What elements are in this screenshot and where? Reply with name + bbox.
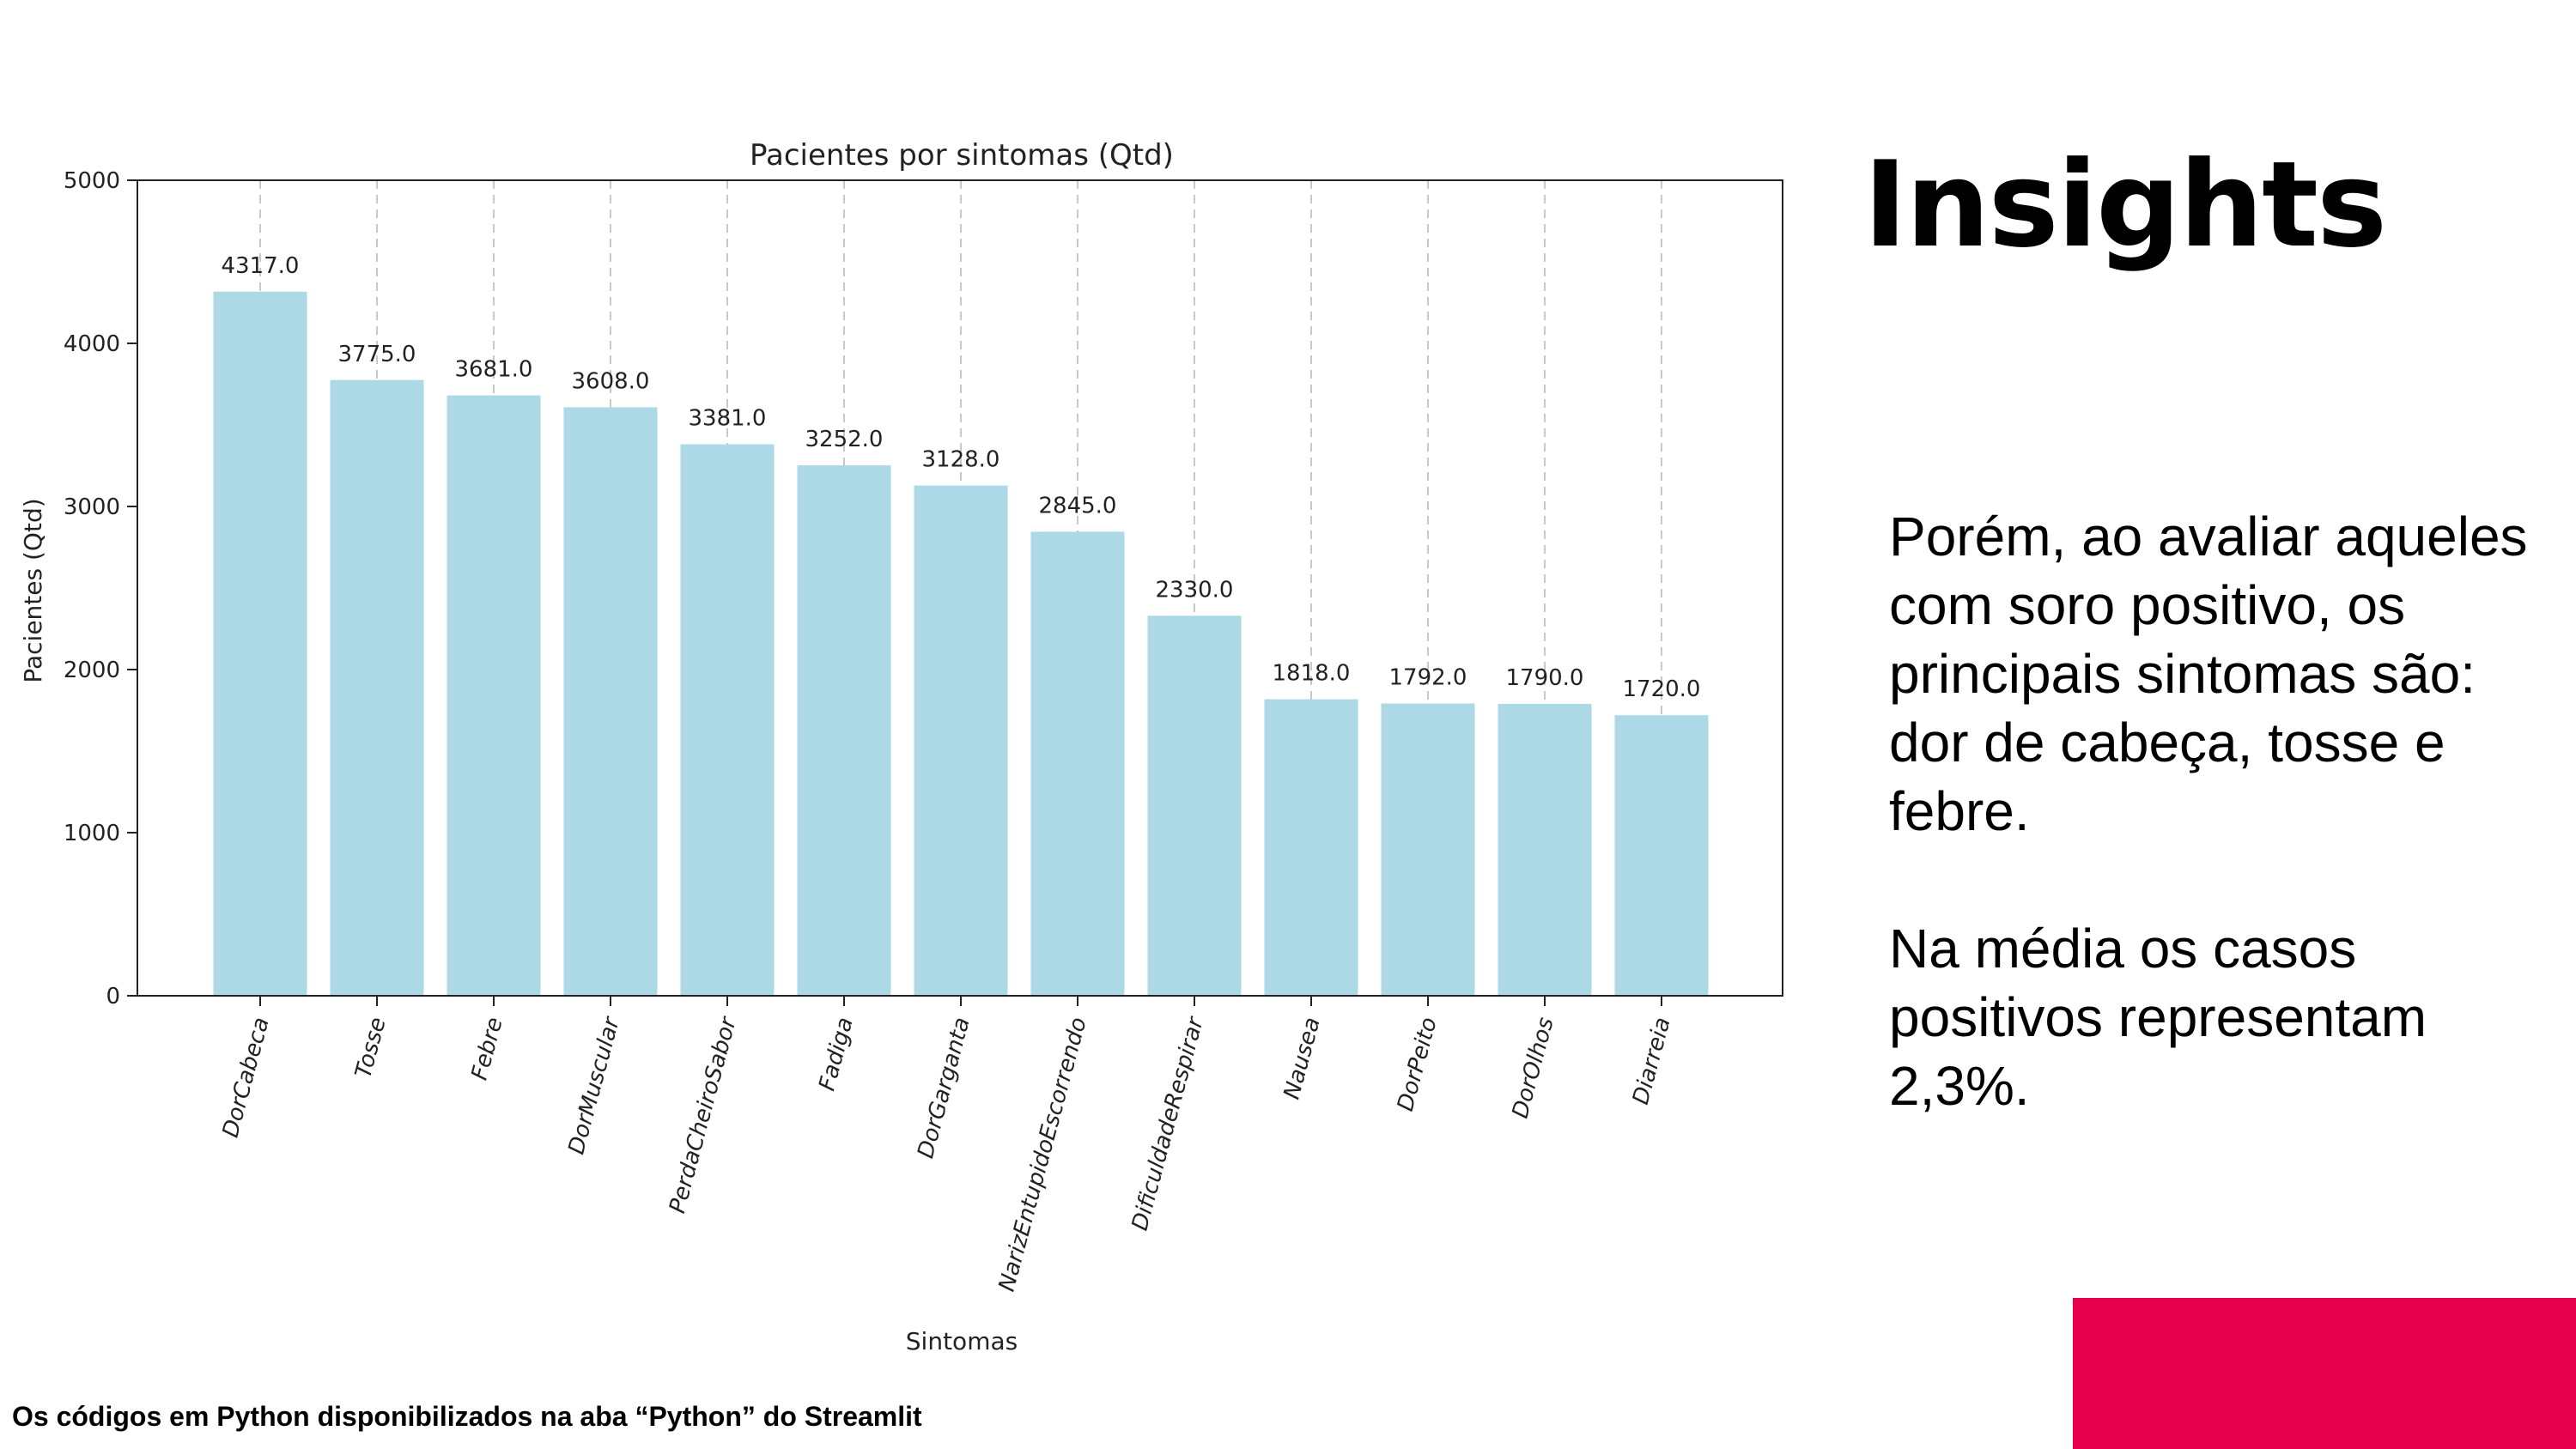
insight-paragraph-symptoms: Porém, ao avaliar aqueles com soro posit… bbox=[1889, 506, 2528, 842]
bar-value-label: 1818.0 bbox=[1273, 661, 1351, 687]
plot-frame bbox=[137, 179, 1783, 997]
bar-value-label: 3608.0 bbox=[572, 368, 650, 394]
bar-Nausea bbox=[1264, 699, 1358, 996]
bar-DorPeito bbox=[1381, 703, 1475, 996]
bar-value-label: 2845.0 bbox=[1039, 493, 1117, 518]
bar-DorOlhos bbox=[1498, 703, 1592, 996]
y-axis-label: Pacientes (Qtd) bbox=[19, 498, 47, 682]
y-tick-label: 2000 bbox=[64, 658, 120, 683]
x-axis-label: Sintomas bbox=[906, 1327, 1018, 1355]
x-tick-label: DorOlhos bbox=[1508, 1015, 1559, 1121]
x-tick-label: NarizEntupidoEscorrendo bbox=[994, 1015, 1092, 1294]
bar-value-label: 3381.0 bbox=[689, 406, 767, 432]
x-tick-label: DorCabeca bbox=[218, 1015, 275, 1140]
x-tick-label: DificuldadeRespirar bbox=[1127, 1013, 1210, 1234]
x-tick-label: DorPeito bbox=[1393, 1015, 1443, 1114]
insights-title: Insights bbox=[1863, 136, 2387, 274]
footer-note: Os códigos em Python disponibilizados na… bbox=[12, 1401, 922, 1432]
bar-PerdaCheiroSabor bbox=[680, 444, 775, 996]
bar-DorMuscular bbox=[563, 407, 658, 997]
y-tick-label: 1000 bbox=[64, 821, 120, 846]
x-tick-label: Tosse bbox=[350, 1015, 392, 1081]
x-tick-label: Febre bbox=[467, 1015, 508, 1082]
y-tick-label: 3000 bbox=[64, 494, 120, 520]
bar-value-label: 1720.0 bbox=[1623, 676, 1701, 702]
insight-paragraph-average: Na média os casos positivos representam … bbox=[1889, 918, 2427, 1117]
accent-block bbox=[2073, 1298, 2576, 1449]
x-tick-label: DorGarganta bbox=[913, 1015, 975, 1161]
bar-Diarreia bbox=[1614, 715, 1709, 996]
x-tick-label: Fadiga bbox=[814, 1015, 859, 1094]
y-tick-label: 4000 bbox=[64, 331, 120, 357]
bar-value-label: 4317.0 bbox=[222, 253, 300, 279]
y-tick-label: 5000 bbox=[64, 168, 120, 194]
bar-value-label: 3681.0 bbox=[455, 357, 533, 383]
bar-value-label: 1792.0 bbox=[1389, 665, 1467, 691]
bar-value-label: 2330.0 bbox=[1156, 577, 1234, 603]
bar-value-label: 1790.0 bbox=[1506, 665, 1584, 691]
x-tick-label: DorMuscular bbox=[563, 1013, 625, 1157]
bar-value-label: 3252.0 bbox=[805, 427, 884, 452]
bar-Tosse bbox=[330, 379, 424, 996]
bar-chart: Pacientes por sintomas (Qtd) Pacientes (… bbox=[19, 138, 1783, 1355]
chart-title: Pacientes por sintomas (Qtd) bbox=[750, 138, 1174, 173]
bar-DificuldadeRespirar bbox=[1147, 615, 1242, 996]
x-tick-label: PerdaCheiroSabor bbox=[665, 1013, 742, 1216]
bar-Febre bbox=[447, 395, 541, 996]
bar-Fadiga bbox=[797, 465, 891, 996]
bar-value-label: 3128.0 bbox=[922, 447, 1000, 473]
x-tick-label: Nausea bbox=[1279, 1015, 1326, 1102]
bar-DorGarganta bbox=[914, 485, 1008, 996]
bar-value-label: 3775.0 bbox=[338, 342, 416, 367]
y-tick-label: 0 bbox=[106, 984, 120, 1009]
x-tick-label: Diarreia bbox=[1628, 1015, 1676, 1107]
bar-DorCabeca bbox=[213, 291, 307, 996]
bar-NarizEntupidoEscorrendo bbox=[1030, 531, 1125, 996]
